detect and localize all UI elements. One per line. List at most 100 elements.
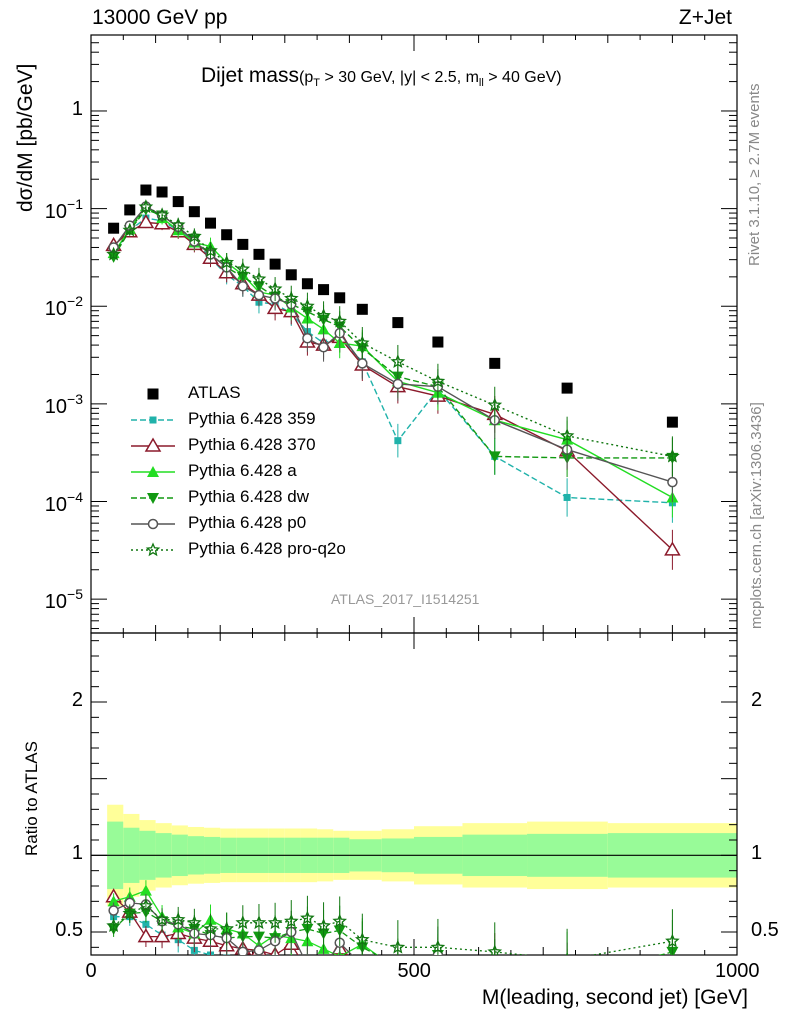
point-pro-q2o (203, 243, 218, 257)
ratio-point-pro-q2o (300, 910, 315, 925)
y-tick-label: 10−4 (45, 489, 83, 517)
point-pro-q2o (430, 373, 446, 388)
point-pro-q2o (154, 207, 170, 222)
point-atlas (237, 238, 249, 250)
ratio-y-tick-label: 0.5 (751, 919, 779, 941)
ratio-point-359 (223, 954, 231, 955)
title-detail-open: (p (299, 69, 314, 86)
ratio-point-359 (304, 971, 311, 978)
ratio-point-pro-q2o (187, 915, 202, 930)
ratio-point-pro-q2o (251, 915, 267, 930)
analysis-tag: ATLAS_2017_I1514251 (331, 591, 480, 607)
point-pro-q2o (106, 246, 121, 261)
header-left: 13000 GeV pp (92, 6, 228, 29)
point-pro-q2o (170, 217, 186, 232)
ratio-y-tick-label: 1 (71, 842, 83, 865)
y-tick-base: 1 (71, 97, 83, 120)
chart-title-main: Dijet mass (201, 64, 300, 87)
point-p0 (392, 378, 404, 390)
ratio-panel (90, 632, 738, 986)
ratio-point-pro-q2o (235, 915, 251, 930)
ratio-point-p0 (108, 905, 119, 916)
ratio-point-a (561, 957, 573, 968)
ratio-point-pro-q2o (487, 944, 503, 955)
y-tick-base: 10 (44, 591, 68, 614)
ratio-point-359 (142, 920, 150, 928)
ratio-point-a (432, 957, 444, 968)
point-atlas (269, 258, 281, 270)
ratio-point-p0 (668, 967, 677, 976)
ratio-point-pro-q2o (203, 921, 218, 936)
y-tick-label: 10−2 (45, 293, 83, 321)
point-pro-q2o (235, 261, 251, 276)
ratio-series-layer (105, 880, 680, 986)
ratio-point-359 (336, 975, 343, 982)
ratio-point-pro-q2o (106, 918, 121, 933)
point-atlas (205, 217, 217, 229)
ratio-point-pro-q2o (332, 913, 348, 928)
y-tick-exponent: −4 (67, 488, 83, 505)
y-tick-exponent: −1 (67, 195, 83, 212)
point-p0 (318, 342, 329, 353)
y-tick-exponent: −2 (67, 293, 83, 310)
point-atlas (221, 229, 233, 241)
legend-marker-370 (144, 437, 162, 452)
x-tick-label: 500 (397, 960, 431, 982)
main-panel (90, 34, 738, 955)
ratio-point-pro-q2o (665, 933, 680, 948)
ratio-point-370 (300, 963, 314, 975)
point-atlas (334, 292, 346, 304)
series-atlas (108, 184, 678, 428)
ratio-point-pro-q2o (154, 911, 170, 927)
legend-label-370: Pythia 6.428 370 (188, 435, 316, 454)
point-atlas (156, 186, 168, 198)
ratio-y-tick-label: 2 (71, 689, 83, 711)
chart-title: Dijet mass(pT > 30 GeV, |y| < 2.5, mll >… (201, 64, 562, 89)
ratio-point-359 (272, 959, 279, 966)
x-tick-label: 0 (85, 960, 97, 982)
point-pro-q2o (487, 397, 503, 412)
ratio-point-p0 (237, 946, 249, 955)
ratio-point-pro-q2o (390, 939, 406, 954)
ratio-point-pro-q2o (430, 939, 446, 954)
point-pro-q2o (332, 313, 348, 328)
x-axis-label: M(leading, second jet) [GeV] (481, 986, 748, 1009)
series-pro-q2o (106, 199, 680, 477)
point-pro-q2o (355, 335, 370, 350)
point-atlas (392, 317, 404, 329)
point-pro-q2o (187, 228, 202, 243)
point-atlas (172, 196, 184, 208)
ratio-point-370 (137, 928, 155, 943)
ratio-point-dw (561, 975, 573, 986)
ratio-line-359 (113, 916, 263, 955)
ratio-point-pro-q2o (219, 921, 235, 936)
ratio-point-p0 (563, 969, 572, 978)
ratio-point-pro-q2o (138, 898, 154, 913)
ratio-y-tick-label: 2 (751, 689, 763, 711)
y-tick-label: 1 (72, 98, 83, 121)
y-tick-exponent: −3 (67, 390, 83, 407)
point-pro-q2o (267, 281, 283, 296)
ratio-point-p0 (358, 961, 367, 970)
ratio-point-370 (560, 966, 574, 978)
rivet-version-label: Rivet 3.1.10, ≥ 2.7M events (746, 83, 763, 267)
y-tick-label: 10−5 (45, 586, 83, 614)
ratio-point-359 (239, 959, 246, 966)
ratio-point-370 (317, 960, 331, 972)
point-atlas (666, 416, 678, 428)
ratio-point-pro-q2o (122, 905, 138, 920)
point-pro-q2o (138, 199, 154, 214)
ratio-point-pro-q2o (267, 915, 283, 930)
point-370 (664, 541, 681, 556)
ratio-point-p0 (303, 961, 312, 970)
y-axis-label-top: dσ/dM [pb/GeV] (14, 63, 37, 212)
point-atlas (432, 336, 444, 348)
ratio-y-tick-label: 0.5 (55, 919, 83, 941)
point-atlas (124, 204, 136, 216)
point-atlas (356, 303, 368, 315)
ratio-point-359 (359, 978, 366, 985)
point-pro-q2o (559, 428, 575, 443)
ratio-point-370 (355, 960, 369, 972)
ratio-point-p0 (319, 964, 328, 973)
